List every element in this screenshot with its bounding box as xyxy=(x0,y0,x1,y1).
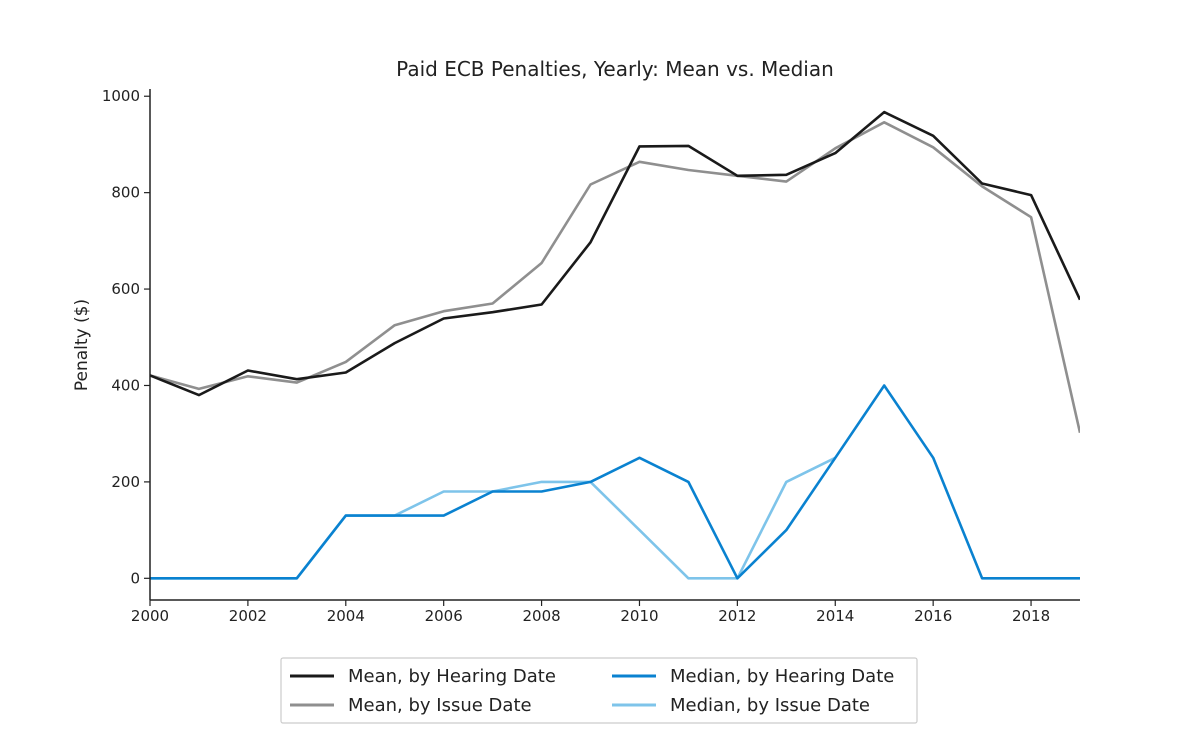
series-line-0 xyxy=(150,110,1080,397)
x-tick-label: 2014 xyxy=(816,607,854,625)
x-tick-label: 2018 xyxy=(1012,607,1050,625)
y-tick-label: 200 xyxy=(111,473,140,491)
x-tick-label: 2008 xyxy=(522,607,560,625)
legend-box xyxy=(280,657,918,724)
y-tick-label: 800 xyxy=(111,184,140,202)
legend-label-2: Median, by Hearing Date xyxy=(670,666,894,687)
series-line-3 xyxy=(150,456,836,580)
y-tick-label: 1000 xyxy=(102,87,140,105)
chart-title: Paid ECB Penalties, Yearly: Mean vs. Med… xyxy=(396,57,834,81)
legend-label-3: Median, by Issue Date xyxy=(670,695,870,716)
x-tick-label: 2016 xyxy=(914,607,952,625)
x-tick-label: 2002 xyxy=(229,607,267,625)
y-tick-label: 400 xyxy=(111,376,140,394)
plot-lines xyxy=(150,110,1080,580)
x-ticks: 2000 2002 2004 2006 2008 2010 2012 2014 2016 2018 xyxy=(131,600,1050,625)
series-line-1 xyxy=(150,121,1080,433)
series-line-2 xyxy=(150,384,1080,580)
x-tick-label: 2000 xyxy=(131,607,169,625)
legend-label-1: Mean, by Issue Date xyxy=(348,695,532,716)
y-tick-label: 600 xyxy=(111,280,140,298)
legend-label-0: Mean, by Hearing Date xyxy=(348,666,556,687)
y-axis-label: Penalty ($) xyxy=(72,299,92,391)
y-ticks: 0 200 400 600 800 1000 xyxy=(102,87,150,587)
y-tick-label: 0 xyxy=(130,569,140,587)
x-tick-label: 2004 xyxy=(327,607,365,625)
x-tick-label: 2010 xyxy=(620,607,658,625)
legend: Mean, by Hearing Date Mean, by Issue Date… xyxy=(280,657,918,724)
x-tick-label: 2006 xyxy=(425,607,463,625)
x-tick-label: 2012 xyxy=(718,607,756,625)
